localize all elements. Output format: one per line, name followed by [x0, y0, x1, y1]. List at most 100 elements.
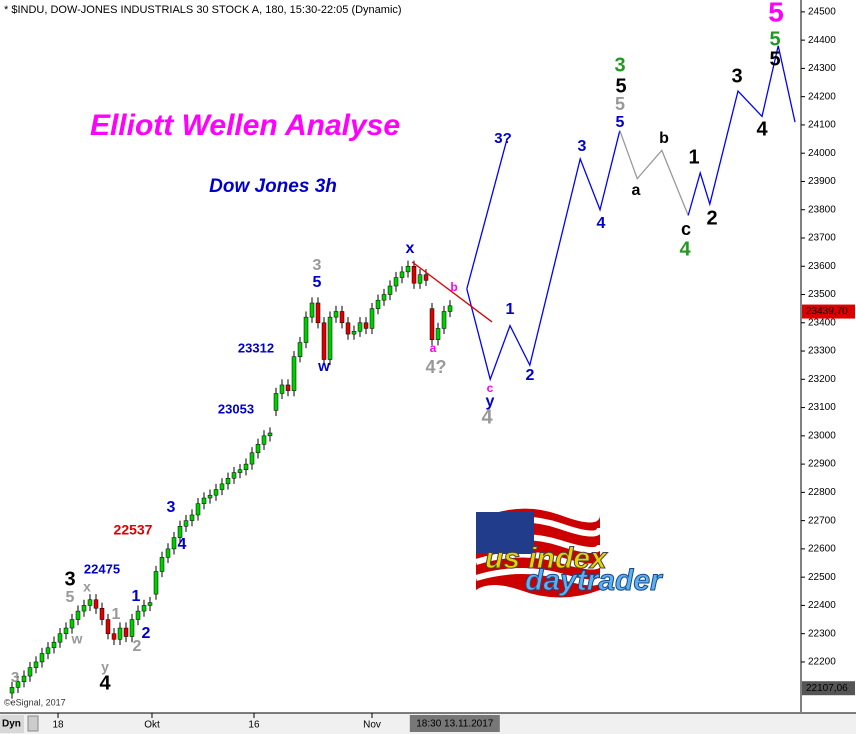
wave-label: 3 [731, 65, 742, 87]
y-tick-label: 23100 [808, 402, 836, 413]
wave-label: 3 [313, 257, 322, 274]
candle-body [93, 599, 99, 609]
wave-label: 1 [132, 588, 141, 605]
y-tick-label: 23400 [808, 317, 836, 328]
cursor-box [409, 715, 500, 732]
candle-body [381, 294, 387, 301]
candle-body [351, 331, 357, 335]
wave-label: 4 [481, 406, 493, 428]
candle-body [81, 605, 87, 612]
wave-label: 1 [506, 301, 515, 318]
candle-body [231, 472, 237, 479]
y-tick-label: 24500 [808, 7, 836, 18]
y-tick-label: 24300 [808, 63, 836, 74]
y-tick-label: 22900 [808, 459, 836, 470]
candle-body [75, 610, 81, 620]
candle-body [309, 302, 315, 318]
wave-label: 2 [706, 207, 717, 229]
wave-label: a [430, 341, 437, 355]
candle-body [375, 299, 381, 309]
y-tick-label: 24400 [808, 35, 836, 46]
wave-label: 3 [578, 138, 587, 155]
wave-label: 5 [66, 589, 75, 606]
logo-line1: us index [485, 542, 608, 575]
candle-body [363, 322, 369, 329]
mode-box [0, 715, 24, 733]
candle-body [39, 653, 45, 663]
candle-body [129, 619, 135, 637]
projection-line [411, 261, 493, 323]
candle-body [87, 599, 93, 606]
candle-body [63, 627, 69, 634]
candle-body [387, 285, 393, 295]
y-tick-label: 22500 [808, 572, 836, 583]
wave-label: c [487, 381, 494, 395]
y-tick-label: 23900 [808, 176, 836, 187]
wave-label: 4 [99, 672, 111, 694]
y-tick-label: 22400 [808, 600, 836, 611]
candle-body [267, 432, 273, 437]
wave-label: 3 [614, 54, 625, 76]
price-marker [802, 681, 855, 696]
wave-label: x [83, 579, 91, 595]
logo-canton [476, 512, 534, 554]
y-tick-label: 22600 [808, 544, 836, 555]
header: * $INDU, DOW-JONES INDUSTRIALS 30 STOCK … [4, 4, 402, 16]
wave-label: 5 [615, 94, 625, 114]
y-tick-label: 23200 [808, 374, 836, 385]
candle-body [105, 619, 111, 634]
candle-body [411, 266, 417, 284]
candle-body [147, 602, 153, 606]
candle-body [195, 503, 201, 516]
candle-body [417, 274, 423, 284]
wave-label: 2 [133, 638, 142, 655]
candle-body [321, 322, 327, 360]
candle-body [171, 537, 177, 550]
chart-subtitle: Dow Jones 3h [209, 176, 337, 197]
candle-body [447, 305, 453, 312]
candle-body [117, 627, 123, 640]
wave-label: 3 [167, 499, 176, 516]
candle-body [405, 266, 411, 273]
wave-label: 23053 [218, 401, 254, 416]
y-tick-label: 23500 [808, 289, 836, 300]
wave-label: w [317, 358, 330, 375]
candle-body [99, 607, 105, 620]
candle-body [345, 322, 351, 335]
candle-body [249, 452, 255, 465]
y-tick-label: 22300 [808, 628, 836, 639]
y-tick-label: 23600 [808, 261, 836, 272]
candle-body [279, 384, 285, 394]
candle-body [177, 526, 183, 538]
x-tick-label: 16 [248, 720, 260, 731]
wave-label: 4 [178, 536, 187, 553]
projection-line [687, 45, 796, 216]
y-tick-label: 22200 [808, 657, 836, 668]
candle-body [237, 469, 243, 473]
y-tick-label: 24100 [808, 120, 836, 131]
candle-body [393, 277, 399, 287]
wave-label: 2 [142, 625, 151, 642]
candle-body [183, 520, 189, 527]
wave-label: 5 [768, 0, 784, 27]
candle-body [315, 302, 321, 324]
candle-body [369, 308, 375, 329]
wave-label: 22475 [84, 561, 120, 576]
wave-label: 22537 [114, 522, 153, 538]
candle-body [159, 557, 165, 572]
candle-body [441, 311, 447, 329]
scroll-button[interactable] [27, 715, 39, 732]
wave-label: 5 [769, 48, 780, 70]
wave-label: 5 [615, 75, 626, 97]
wave-label: 4 [597, 215, 606, 232]
logo: us index daytrader [474, 508, 665, 598]
candle-body [165, 548, 171, 558]
candle-body [225, 477, 231, 485]
wave-label: 4 [756, 118, 768, 140]
candle-body [327, 316, 333, 360]
y-tick-label: 23300 [808, 346, 836, 357]
wave-label: y [486, 393, 495, 410]
x-tick-label: 18 [52, 720, 64, 731]
